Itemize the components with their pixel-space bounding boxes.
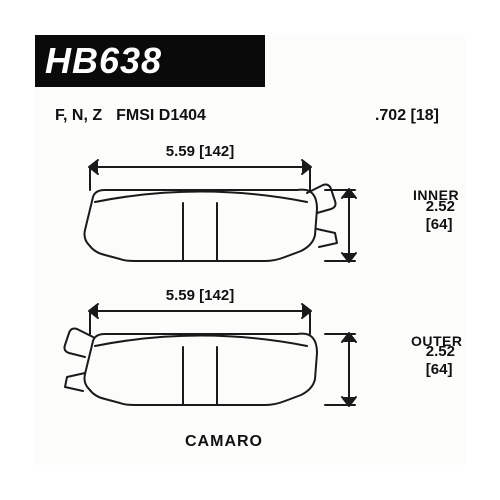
inner-side-label: INNER <box>413 187 455 203</box>
compound-codes: F, N, Z <box>55 107 102 125</box>
diagram-panel: HB638 F, N, Z FMSI D1404 .702 [18] 5.59 … <box>35 35 465 465</box>
inner-pad-drawing <box>35 135 375 275</box>
spec-row: F, N, Z FMSI D1404 <box>55 107 206 125</box>
outer-side-label: OUTER <box>411 333 455 349</box>
part-number: HB638 <box>45 40 162 82</box>
outer-pad-drawing <box>35 279 375 419</box>
thickness-spec: .702 [18] <box>375 107 439 125</box>
inner-height-dim: 2.52 [64] <box>426 198 455 233</box>
fmsi-code: FMSI D1404 <box>116 107 206 125</box>
title-bar: HB638 <box>35 35 265 87</box>
model-label: CAMARO <box>185 433 263 451</box>
